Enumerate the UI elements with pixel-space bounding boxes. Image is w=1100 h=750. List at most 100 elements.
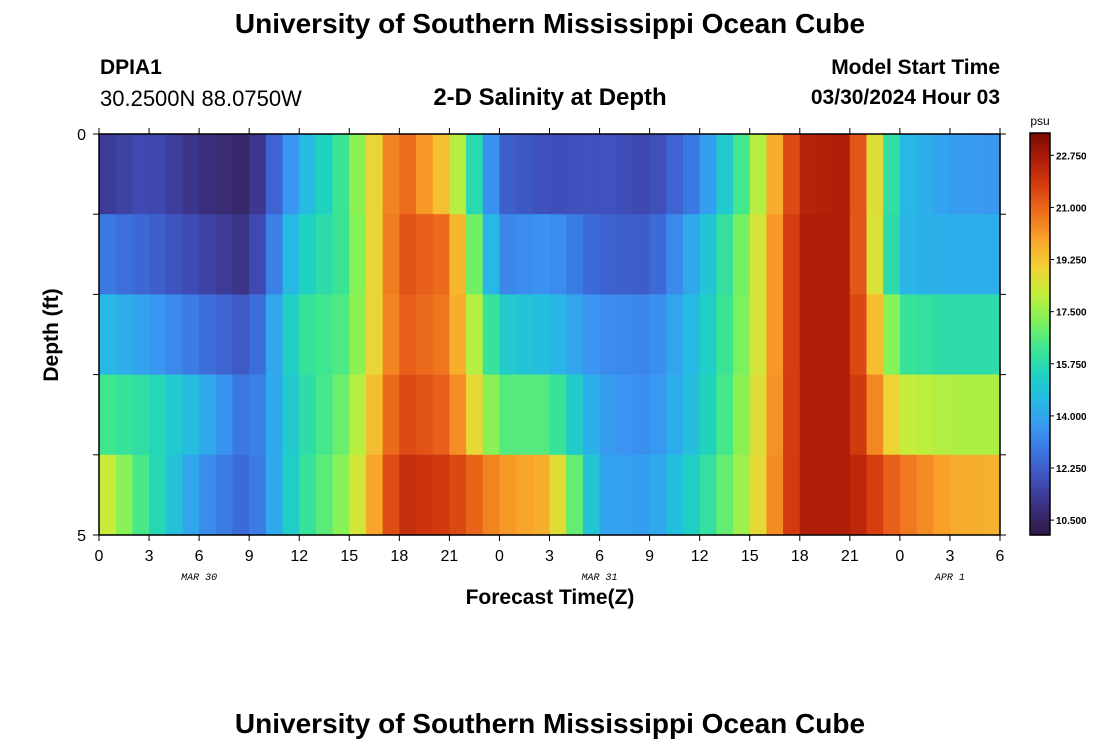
heatmap-cell	[866, 214, 884, 295]
heatmap-cell	[199, 374, 217, 456]
x-axis: 0 3 6 9 12 15 18 21 0 3 6 9 12 15 18 21 0 3 6 MAR 30 MAR 31 A…	[95, 128, 1005, 584]
heatmap-cell	[315, 134, 334, 215]
x-tick-label: 0	[495, 548, 504, 565]
model-start-value: 03/30/2024 Hour 03	[810, 86, 1000, 109]
heatmap-cell	[416, 134, 434, 215]
x-tick-label: 12	[290, 548, 308, 565]
heatmap-cell	[983, 294, 1001, 375]
heatmap-cell	[933, 454, 951, 536]
heatmap-cell	[599, 374, 617, 456]
x-tick-label: 15	[340, 548, 358, 565]
heatmap-cell	[149, 214, 167, 295]
heatmap-cell	[466, 454, 484, 536]
heatmap-cell	[616, 374, 634, 456]
heatmap-cell	[516, 134, 534, 215]
heatmap-cell	[766, 454, 784, 536]
heatmap-cell	[482, 454, 501, 536]
heatmap-cell	[716, 294, 734, 375]
heatmap-cell	[499, 294, 517, 375]
heatmap-cell	[532, 294, 551, 375]
heatmap-cell	[232, 294, 250, 375]
x-tick-label: 3	[545, 548, 554, 565]
heatmap-cell	[682, 294, 701, 375]
colorbar-swatch	[1030, 451, 1050, 456]
colorbar-swatch	[1030, 411, 1050, 415]
colorbar-swatch	[1030, 173, 1050, 178]
colorbar-swatch	[1030, 263, 1050, 268]
heatmap-cell	[449, 294, 467, 375]
colorbar-swatch	[1030, 447, 1050, 452]
colorbar-swatch	[1030, 387, 1050, 392]
heatmap-cell	[416, 454, 434, 536]
colorbar-swatch	[1030, 290, 1050, 295]
heatmap-cell	[933, 214, 951, 295]
heatmap-cell	[933, 294, 951, 375]
heatmap-cell	[749, 294, 768, 375]
heatmap-cell	[416, 214, 434, 295]
colorbar-swatch	[1030, 494, 1050, 499]
heatmap-cell	[916, 374, 934, 456]
x-tick-label: 18	[390, 548, 408, 565]
heatmap-cell	[866, 134, 884, 215]
heatmap-cell	[716, 134, 734, 215]
heatmap-cell	[883, 134, 901, 215]
colorbar-swatch	[1030, 508, 1050, 513]
heatmap-cell	[899, 294, 918, 375]
colorbar-swatch	[1030, 179, 1050, 184]
heatmap-cell	[816, 134, 834, 215]
heatmap-cell	[482, 294, 501, 375]
heatmap-cell	[99, 454, 117, 536]
y-axis-label: Depth (ft)	[40, 288, 63, 381]
heatmap-cell	[149, 294, 167, 375]
heatmap-cell	[449, 454, 467, 536]
heatmap-cell	[132, 454, 150, 536]
heatmap-cell	[115, 294, 133, 375]
heatmap-cell	[566, 214, 584, 295]
colorbar-swatch	[1030, 300, 1050, 305]
heatmap-cell	[466, 134, 484, 215]
x-tick-label: 21	[440, 548, 458, 565]
heatmap-cell	[649, 454, 667, 536]
colorbar-tick-label: 22.750	[1056, 151, 1087, 162]
heatmap-cell	[265, 374, 284, 456]
x-tick-label: 6	[996, 548, 1005, 565]
heatmap-cell	[616, 214, 634, 295]
colorbar-swatch	[1030, 313, 1050, 318]
colorbar-swatch	[1030, 344, 1050, 348]
y-tick-label: 0	[77, 127, 86, 144]
heatmap-cell	[149, 134, 167, 215]
heatmap-cell	[816, 454, 834, 536]
x-tick-label: 3	[145, 548, 154, 565]
colorbar-tick-label: 14.000	[1056, 412, 1087, 423]
heatmap-cell	[132, 374, 150, 456]
heatmap-cell	[365, 374, 384, 456]
heatmap-cell	[566, 374, 584, 456]
heatmap-cell	[282, 454, 300, 536]
heatmap-cell	[215, 134, 234, 215]
heatmap-cell	[816, 294, 834, 375]
heatmap-cell	[332, 134, 350, 215]
colorbar-swatch	[1030, 330, 1050, 335]
colorbar-swatch	[1030, 501, 1050, 506]
colorbar-tick-label: 10.500	[1056, 516, 1087, 527]
colorbar-swatch	[1030, 340, 1050, 345]
heatmap-cell	[315, 294, 334, 375]
heatmap-cell	[549, 214, 567, 295]
heatmap-cell	[349, 134, 367, 215]
colorbar-swatch	[1030, 434, 1050, 439]
heatmap-cell	[265, 214, 284, 295]
colorbar-swatch	[1030, 246, 1050, 251]
heatmap-cell	[265, 454, 284, 536]
colorbar-swatch	[1030, 360, 1050, 365]
colorbar-swatch	[1030, 524, 1050, 529]
heatmap-cell	[733, 454, 751, 536]
x-tick-label: 6	[195, 548, 204, 565]
heatmap-cell	[549, 134, 567, 215]
colorbar-swatch	[1030, 424, 1050, 429]
heatmap-cell	[883, 214, 901, 295]
heatmap-cell	[499, 214, 517, 295]
colorbar-swatch	[1030, 454, 1050, 459]
heatmap-cell	[949, 134, 968, 215]
colorbar-swatch	[1030, 287, 1050, 292]
